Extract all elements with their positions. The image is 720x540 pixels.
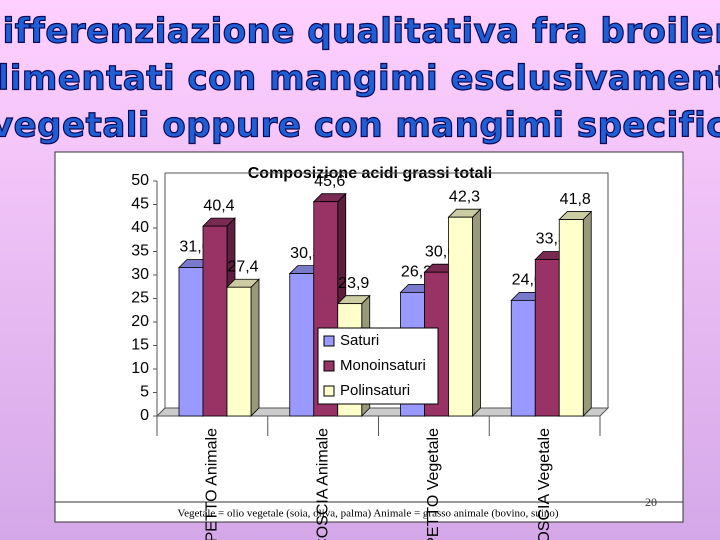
y-tick-label: 15 — [131, 337, 149, 354]
bar-side — [582, 210, 592, 417]
y-tick-label: 35 — [131, 243, 149, 260]
bar-side — [250, 278, 260, 417]
legend-label: Polinsaturi — [340, 382, 410, 399]
value-label: 23,9 — [338, 275, 369, 292]
value-label: 41,8 — [560, 191, 591, 208]
value-label: 45,6 — [314, 173, 345, 190]
bar — [448, 216, 473, 417]
bar — [202, 225, 228, 417]
y-tick-label: 45 — [131, 196, 149, 213]
bar — [289, 273, 315, 417]
value-label: 27,4 — [227, 258, 258, 275]
legend-swatch — [323, 360, 335, 372]
bar — [178, 267, 204, 417]
slide-title: vegetali oppure con mangimi specifici — [0, 106, 720, 146]
y-tick-label: 20 — [131, 313, 149, 330]
slide-title: alimentati con mangimi esclusivamente — [0, 59, 720, 99]
value-label: 42,3 — [449, 188, 480, 205]
bar-side — [472, 208, 481, 417]
y-tick-label: 10 — [131, 360, 149, 377]
page-number: 20 — [645, 495, 657, 509]
y-tick-label: 0 — [140, 407, 149, 424]
x-tick-label: PETTO Animale — [204, 428, 221, 540]
legend — [317, 327, 439, 405]
x-tick-label: PETTO Vegetale — [425, 428, 442, 540]
bar — [558, 219, 584, 417]
legend-swatch — [323, 385, 335, 397]
legend-label: Monoinsaturi — [340, 357, 426, 374]
legend-label: Saturi — [340, 332, 379, 349]
y-tick-label: 5 — [140, 384, 149, 401]
bar — [534, 259, 560, 417]
x-tick-label: COSCIA Vegetale — [536, 428, 553, 540]
value-label: 40,4 — [203, 197, 234, 214]
footer: Vegetale = olio vegetale (soia, oliva, p… — [177, 508, 558, 520]
legend-swatch — [323, 335, 335, 347]
y-tick-label: 25 — [131, 290, 149, 307]
x-tick-label: COSCIA Animale — [314, 428, 331, 540]
slide-title: differenziazione qualitativa fra broiler… — [0, 12, 720, 52]
bar — [226, 286, 252, 417]
y-tick-label: 30 — [131, 266, 149, 283]
bar — [510, 299, 536, 417]
chart-title: Composizione acidi grassi totali — [248, 165, 493, 182]
y-tick-label: 40 — [131, 219, 149, 236]
y-tick-label: 50 — [131, 172, 149, 189]
